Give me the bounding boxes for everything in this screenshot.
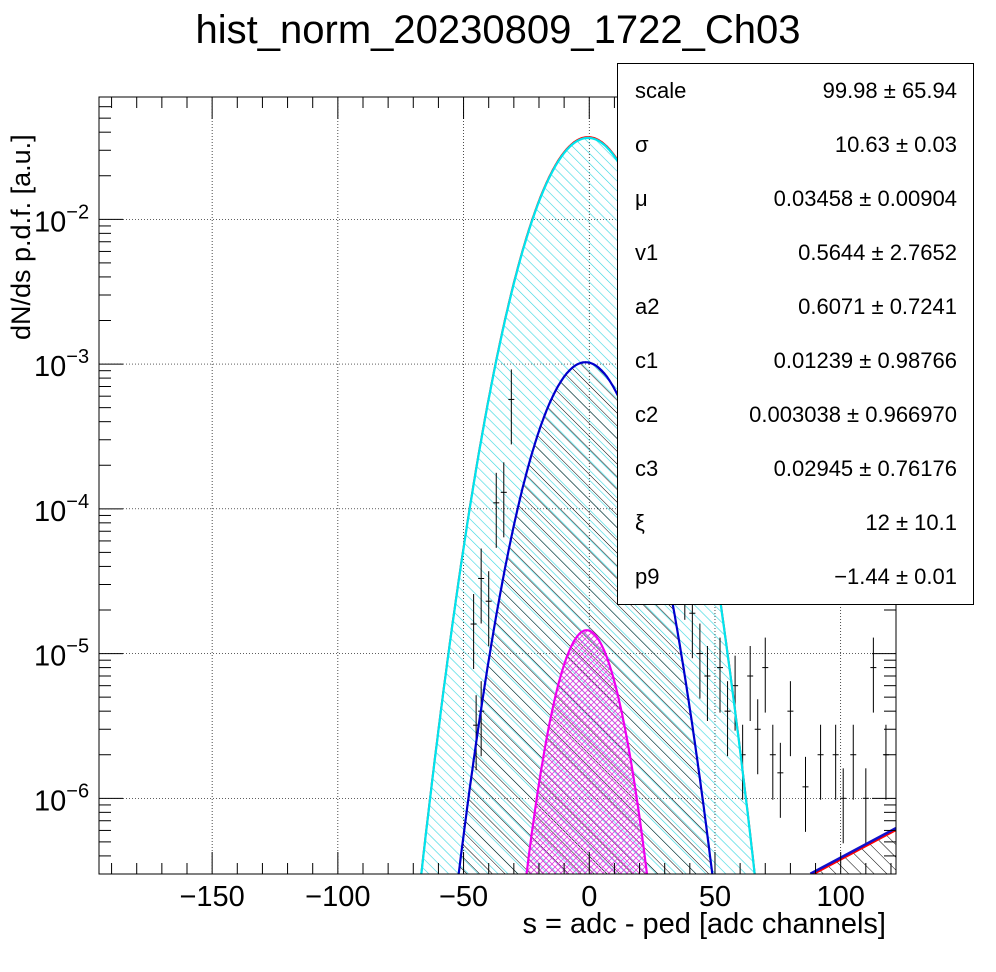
x-tick-label: 50 <box>699 881 731 913</box>
stat-row: v1 0.5644 ± 2.7652 <box>618 226 973 280</box>
y-tick-label: 10−5 <box>34 636 89 673</box>
stat-name: scale <box>635 78 687 103</box>
stat-name: c1 <box>635 348 659 373</box>
y-axis-label: dN/ds p.d.f. [a.u.] <box>6 134 36 340</box>
stat-name: v1 <box>635 240 659 265</box>
fit-stats-box: scale 99.98 ± 65.94 σ 10.63 ± 0.03 μ 0.03458 … <box>617 63 974 605</box>
stat-value: 99.98 ± 65.94 <box>822 78 957 103</box>
stat-value: 0.03458 ± 0.00904 <box>773 186 957 211</box>
component_2-fill <box>526 630 647 874</box>
x-axis-label: s = adc - ped [adc channels] <box>522 908 886 940</box>
component_2-curve <box>525 629 649 874</box>
stat-name: c3 <box>635 456 659 481</box>
stat-value: 12 ± 10.1 <box>865 510 957 535</box>
stat-value: −1.44 ± 0.01 <box>834 564 957 589</box>
y-tick-label: 10−6 <box>34 780 89 817</box>
tail-fit-line <box>809 827 896 874</box>
y-tick-label: 10−3 <box>34 346 89 383</box>
stat-name: p9 <box>635 564 660 589</box>
stat-row: μ 0.03458 ± 0.00904 <box>618 172 973 226</box>
tail-total-line <box>812 829 896 874</box>
stat-row: c2 0.003038 ± 0.966970 <box>618 388 973 442</box>
stat-name: c2 <box>635 402 659 427</box>
y-tick-label: 10−4 <box>34 491 89 528</box>
stat-row: a2 0.6071 ± 0.7241 <box>618 280 973 334</box>
stat-row: p9 −1.44 ± 0.01 <box>618 550 973 604</box>
stat-row: c3 0.02945 ± 0.76176 <box>618 442 973 496</box>
chart-title: hist_norm_20230809_1722_Ch03 <box>195 8 801 52</box>
stat-value: 0.003038 ± 0.966970 <box>749 402 957 427</box>
stat-value: 0.01239 ± 0.98766 <box>773 348 957 373</box>
x-tick-label: −50 <box>439 881 488 913</box>
stat-row: c1 0.01239 ± 0.98766 <box>618 334 973 388</box>
y-tick-labels: 10−2 10−3 10−4 10−5 10−6 <box>34 201 89 817</box>
x-tick-labels: −150 −100 −50 0 50 100 <box>179 881 864 913</box>
x-tick-label: 0 <box>581 881 597 913</box>
stat-value: 10.63 ± 0.03 <box>834 132 957 157</box>
stat-name: ξ <box>635 510 645 535</box>
x-tick-label: −100 <box>305 881 370 913</box>
stat-row: ξ 12 ± 10.1 <box>618 496 973 550</box>
x-tick-label: −150 <box>179 881 244 913</box>
stat-name: a2 <box>635 294 660 319</box>
stat-row: σ 10.63 ± 0.03 <box>618 118 973 172</box>
stat-value: 0.6071 ± 0.7241 <box>798 294 957 319</box>
stat-value: 0.5644 ± 2.7652 <box>798 240 957 265</box>
stat-row: scale 99.98 ± 65.94 <box>618 64 973 118</box>
stat-name: μ <box>635 186 648 211</box>
y-tick-label: 10−2 <box>34 201 89 238</box>
x-tick-label: 100 <box>816 881 864 913</box>
stat-value: 0.02945 ± 0.76176 <box>773 456 957 481</box>
stat-name: σ <box>635 132 649 157</box>
